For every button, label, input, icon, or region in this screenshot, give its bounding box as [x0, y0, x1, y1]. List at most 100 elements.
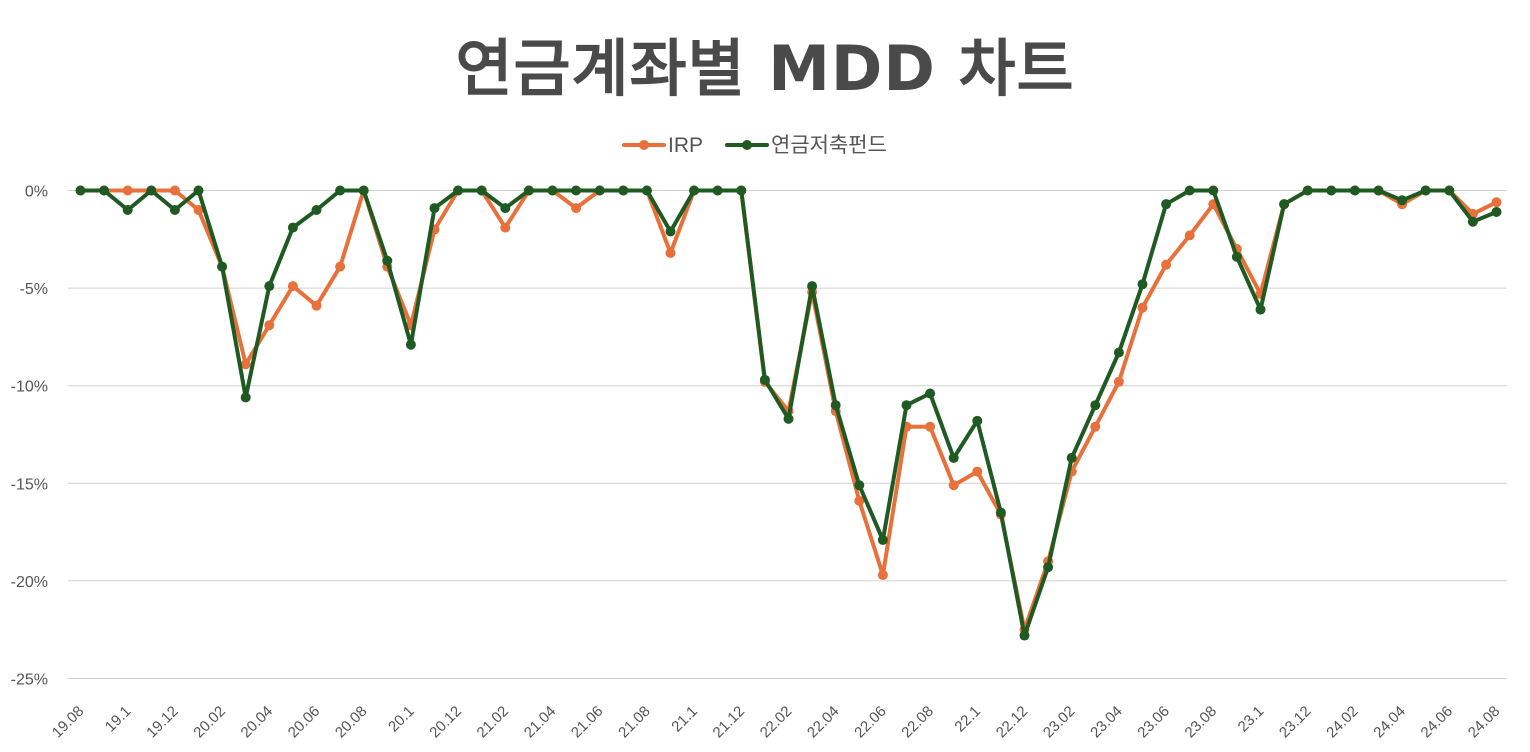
- legend-swatch-marker: [639, 140, 649, 150]
- data-point: [1349, 185, 1360, 196]
- chart-series: [75, 185, 1502, 641]
- data-point: [877, 570, 888, 581]
- data-point: [287, 222, 298, 233]
- data-point: [1444, 185, 1455, 196]
- data-point: [571, 203, 582, 214]
- y-tick-label: 0%: [25, 184, 48, 201]
- x-tick-label: 24.04: [1370, 703, 1409, 742]
- data-point: [901, 400, 912, 411]
- legend-swatch-marker: [742, 140, 752, 150]
- data-point: [1231, 251, 1242, 262]
- data-point: [877, 534, 888, 545]
- legend-item: 연금저축펀드: [725, 134, 887, 157]
- data-point: [712, 185, 723, 196]
- data-point: [854, 480, 865, 491]
- data-point: [500, 222, 511, 233]
- data-point: [948, 480, 959, 491]
- data-point: [783, 413, 794, 424]
- x-tick-label: 23.08: [1182, 703, 1221, 742]
- data-point: [1161, 259, 1172, 270]
- data-point: [169, 205, 180, 216]
- x-tick-label: 22.1: [951, 703, 984, 736]
- data-point: [1090, 421, 1101, 432]
- x-tick-label: 20.02: [190, 703, 229, 742]
- legend-label: IRP: [668, 134, 703, 157]
- data-point: [1491, 197, 1502, 208]
- data-point: [523, 185, 534, 196]
- data-point: [972, 415, 983, 426]
- x-tick-label: 20.12: [426, 703, 465, 742]
- data-point: [122, 185, 133, 196]
- legend-item: IRP: [622, 134, 703, 157]
- data-point: [1397, 195, 1408, 206]
- data-point: [1467, 216, 1478, 227]
- data-point: [1279, 199, 1290, 210]
- x-tick-label: 22.06: [851, 703, 890, 742]
- data-point: [1113, 347, 1124, 358]
- data-point: [1373, 185, 1384, 196]
- y-tick-label: -15%: [11, 476, 48, 493]
- x-tick-label: 21.08: [615, 703, 654, 742]
- data-point: [594, 185, 605, 196]
- x-tick-label: 21.12: [710, 703, 749, 742]
- x-tick-label: 22.02: [757, 703, 796, 742]
- data-point: [736, 185, 747, 196]
- data-point: [665, 226, 676, 237]
- data-point: [1326, 185, 1337, 196]
- x-tick-label: 19.12: [143, 703, 182, 742]
- x-tick-label: 23.04: [1087, 703, 1126, 742]
- data-point: [571, 185, 582, 196]
- x-tick-label: 22.12: [993, 703, 1032, 742]
- data-point: [1019, 630, 1030, 641]
- data-point: [287, 281, 298, 292]
- data-point: [1255, 304, 1266, 315]
- x-tick-label: 20.06: [285, 703, 324, 742]
- x-tick-label: 22.04: [804, 703, 843, 742]
- data-point: [99, 185, 110, 196]
- y-tick-label: -25%: [11, 672, 48, 689]
- data-point: [972, 466, 983, 477]
- x-tick-label: 19.08: [49, 703, 88, 742]
- data-point: [240, 359, 251, 370]
- data-point: [217, 261, 228, 272]
- x-tick-label: 21.06: [568, 703, 607, 742]
- x-tick-label: 22.08: [898, 703, 937, 742]
- data-point: [405, 339, 416, 350]
- x-tick-label: 20.04: [238, 703, 277, 742]
- data-point: [759, 374, 770, 385]
- chart-title: 연금계좌별 MDD 차트: [455, 32, 1075, 105]
- y-tick-label: -10%: [11, 379, 48, 396]
- data-point: [925, 388, 936, 399]
- data-point: [1043, 562, 1054, 573]
- x-tick-label: 24.06: [1418, 703, 1457, 742]
- data-point: [854, 495, 865, 506]
- x-tick-label: 23.06: [1134, 703, 1173, 742]
- data-point: [264, 281, 275, 292]
- data-point: [335, 261, 346, 272]
- data-point: [358, 185, 369, 196]
- data-point: [193, 185, 204, 196]
- data-point: [476, 185, 487, 196]
- y-tick-label: -20%: [11, 574, 48, 591]
- data-point: [1302, 185, 1313, 196]
- data-point: [240, 392, 251, 403]
- data-point: [995, 507, 1006, 518]
- data-point: [146, 185, 157, 196]
- data-point: [1161, 199, 1172, 210]
- data-point: [1113, 376, 1124, 387]
- data-point: [1420, 185, 1431, 196]
- data-point: [335, 185, 346, 196]
- data-point: [547, 185, 558, 196]
- data-point: [429, 203, 440, 214]
- data-point: [1066, 452, 1077, 463]
- series-line: [78, 188, 1499, 638]
- data-point: [641, 185, 652, 196]
- x-tick-label: 23.12: [1276, 703, 1315, 742]
- x-tick-label: 19.1: [102, 703, 135, 736]
- x-tick-label: 24.02: [1323, 703, 1362, 742]
- x-axis-tick-labels: 19.08 19.1 19.12 20.02 20.04 20.06 20.08 20.1 20…: [49, 703, 1504, 742]
- series-pension-savings-fund: [75, 185, 1502, 641]
- data-point: [1137, 279, 1148, 290]
- x-tick-label: 23.02: [1040, 703, 1079, 742]
